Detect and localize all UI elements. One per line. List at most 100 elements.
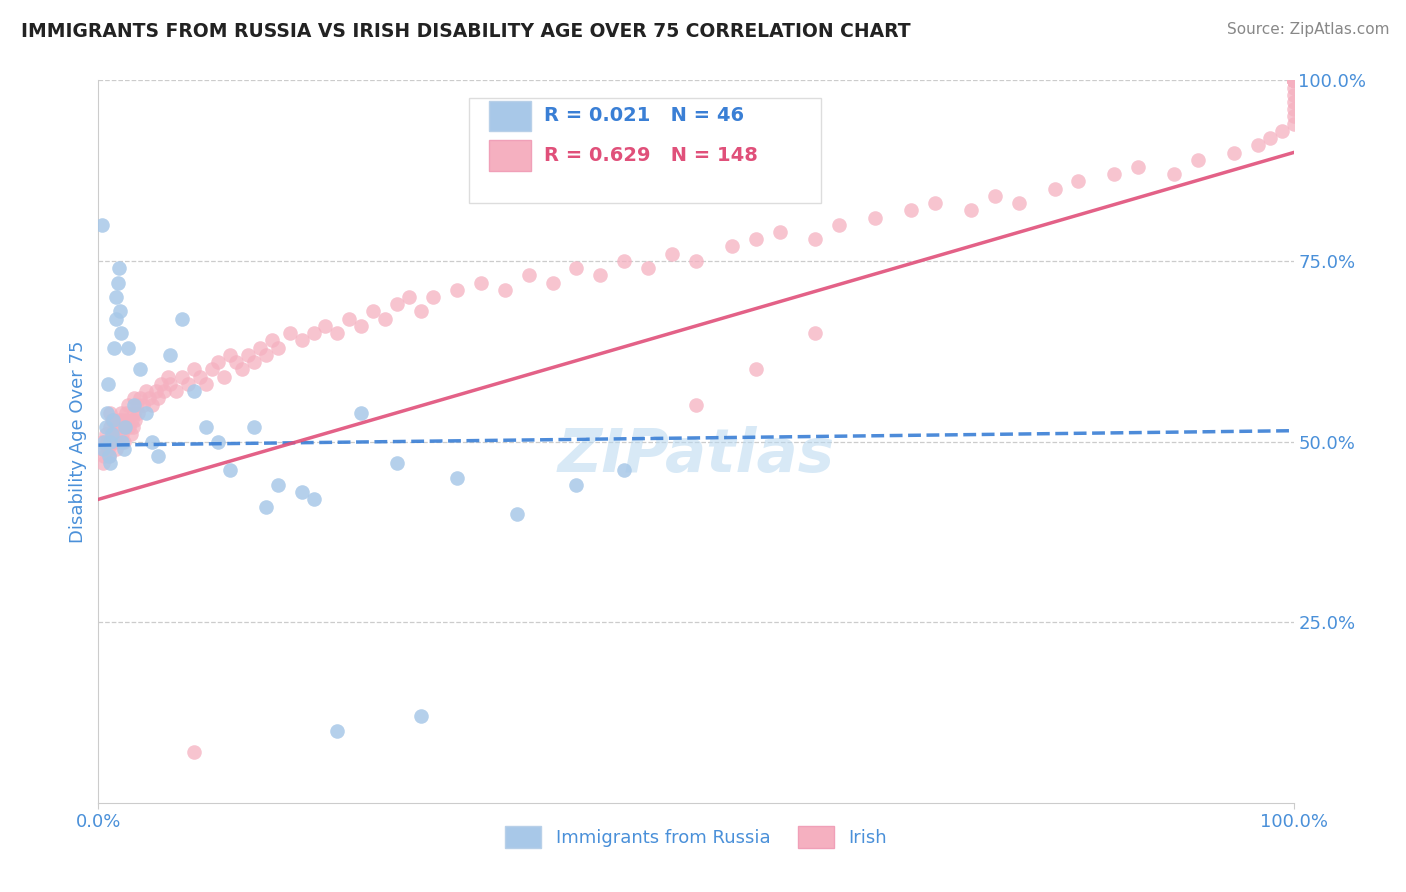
Point [122,420,145,434]
Y-axis label: Disability Age Over 75: Disability Age Over 75 [69,340,87,543]
Point [108,304,131,318]
Point [278,326,301,341]
Point [1187,153,1209,167]
Point [212,369,235,384]
Legend: Immigrants from Russia, Irish: Immigrants from Russia, Irish [498,819,894,855]
Point [98,456,122,470]
Point [1282,109,1305,123]
Point [115,413,138,427]
Point [267,478,290,492]
Point [183,745,205,759]
Point [1258,131,1281,145]
Text: R = 0.021   N = 46: R = 0.021 N = 46 [544,106,744,125]
Point [254,500,277,514]
Text: ZIPatlas: ZIPatlas [557,426,835,485]
Point [1282,73,1305,87]
Point [374,311,396,326]
Point [94,420,117,434]
Point [188,369,211,384]
Point [769,225,792,239]
Point [110,406,132,420]
Point [100,413,122,427]
Point [111,427,134,442]
Point [98,449,121,463]
Point [97,376,120,391]
Point [135,384,157,398]
Point [111,434,134,449]
Point [541,276,564,290]
Point [105,311,128,326]
Point [177,376,200,391]
Point [1282,73,1305,87]
Point [98,434,122,449]
Point [207,355,229,369]
Point [422,290,444,304]
Point [103,434,125,449]
Point [159,376,181,391]
Point [1282,73,1305,87]
Text: R = 0.629   N = 148: R = 0.629 N = 148 [544,146,758,165]
Point [91,442,114,456]
Point [148,449,170,463]
Point [900,203,922,218]
Point [411,709,433,723]
Point [108,420,131,434]
Point [828,218,851,232]
Point [91,456,114,470]
Point [195,420,218,434]
Point [350,318,373,333]
Point [446,283,468,297]
Point [1282,80,1305,95]
Point [685,253,707,268]
Point [129,391,152,405]
Point [145,384,167,398]
Point [254,348,277,362]
Point [326,326,349,341]
Point [98,406,122,420]
Point [1282,73,1305,87]
Point [1282,95,1305,109]
Point [183,384,205,398]
Point [101,413,124,427]
Point [1282,73,1305,87]
Point [1282,73,1305,87]
Point [91,218,114,232]
Point [1043,182,1066,196]
Point [124,391,146,405]
FancyBboxPatch shape [470,98,821,203]
Point [107,434,129,449]
Point [1282,73,1305,87]
Point [385,297,409,311]
Point [1282,73,1305,87]
Point [1282,73,1305,87]
Point [149,376,172,391]
Point [101,427,124,442]
Point [236,348,259,362]
Point [685,398,707,412]
Point [589,268,612,283]
Point [93,449,115,463]
Point [302,492,325,507]
Point [1282,87,1305,102]
Bar [489,140,531,170]
Point [107,261,129,276]
Point [339,311,361,326]
Point [195,376,218,391]
Point [1247,138,1270,153]
Point [124,413,146,427]
Point [446,471,468,485]
Point [201,362,224,376]
Point [172,311,194,326]
Point [135,406,157,420]
Point [470,276,492,290]
Point [1282,73,1305,87]
Point [517,268,540,283]
Point [141,398,163,412]
Point [1282,73,1305,87]
Point [1282,73,1305,87]
Point [613,463,636,477]
Point [1223,145,1246,160]
Point [613,253,636,268]
Point [243,420,266,434]
Point [112,434,135,449]
